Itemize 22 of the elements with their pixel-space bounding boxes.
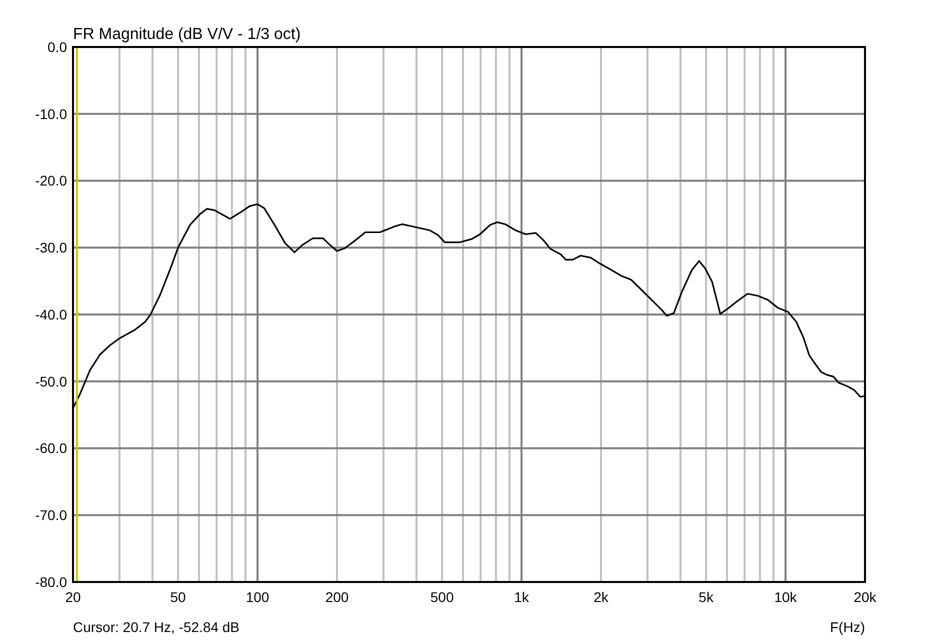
x-tick-label: 2k (594, 589, 610, 605)
text: Cursor: 20.7 Hz, -52.84 dB (73, 619, 240, 635)
y-tick-label: -30.0 (35, 240, 68, 256)
y-tick-label: -10.0 (35, 106, 68, 122)
y-tick-label: -40.0 (35, 306, 68, 322)
x-tick-label: 100 (246, 589, 270, 605)
x-tick-label: 1k (514, 589, 530, 605)
y-tick-label: 0.0 (48, 38, 68, 55)
y-tick-label: -60.0 (35, 440, 68, 456)
x-tick-label: 5k (698, 589, 714, 605)
x-tick-label: 10k (774, 589, 798, 605)
x-tick-label: 200 (325, 589, 349, 605)
y-tick-label: -70.0 (35, 507, 68, 524)
x-tick-label: 20k (854, 589, 878, 605)
y-tick-label: -80.0 (35, 574, 68, 590)
x-tick-label: 500 (430, 589, 454, 605)
x-tick-label: 50 (170, 589, 186, 605)
chart-title: FR Magnitude (dB V/V - 1/3 oct) (73, 26, 301, 43)
x-axis-title: F(Hz) (830, 619, 865, 635)
y-tick-label: -20.0 (35, 172, 68, 189)
x-tick-label: 20 (65, 589, 81, 605)
y-tick-label: -50.0 (35, 373, 68, 390)
